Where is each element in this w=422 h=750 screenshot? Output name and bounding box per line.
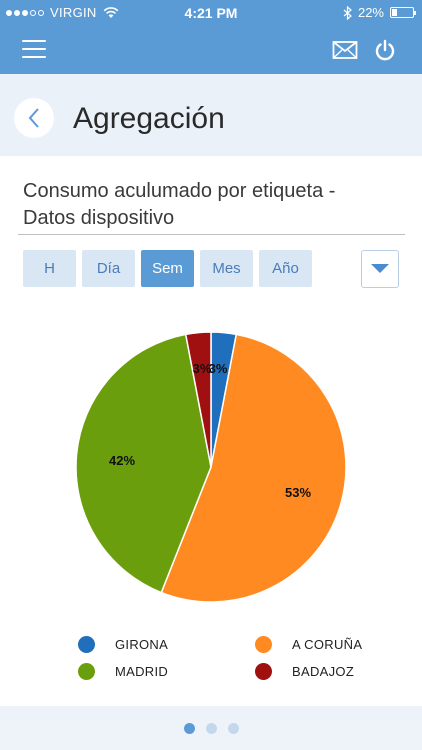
divider xyxy=(18,234,405,235)
pie-label-madrid: 42% xyxy=(109,453,135,468)
pie-label-girona: 3% xyxy=(209,361,228,376)
wifi-icon xyxy=(103,6,118,18)
status-left: VIRGIN xyxy=(6,5,119,20)
legend-label: MADRID xyxy=(115,664,169,679)
legend-label: GIRONA xyxy=(115,637,169,652)
legend-item-girona: GIRONA xyxy=(78,636,168,653)
bluetooth-icon xyxy=(343,5,352,20)
back-button[interactable] xyxy=(14,98,54,138)
tab-day[interactable]: Día xyxy=(82,250,135,287)
page-header: Agregación xyxy=(0,74,422,156)
footer xyxy=(0,706,422,750)
nav-bar xyxy=(0,26,422,74)
page-dot-1[interactable] xyxy=(183,723,195,734)
legend-dot xyxy=(78,663,95,680)
battery-icon xyxy=(390,7,416,18)
battery-percent: 22% xyxy=(357,5,384,20)
signal-strength-icon xyxy=(6,9,44,16)
legend-item-a-coruna: A CORUÑA xyxy=(255,636,362,653)
legend-label: A CORUÑA xyxy=(292,637,363,652)
page-indicator xyxy=(0,723,422,734)
chart-legend: GIRONA A CORUÑA MADRID BADAJOZ xyxy=(0,630,422,690)
mail-icon[interactable] xyxy=(332,40,358,60)
page-dot-2[interactable] xyxy=(205,723,217,734)
carrier-name: VIRGIN xyxy=(50,5,97,20)
tab-month[interactable]: Mes xyxy=(200,250,253,287)
chevron-left-icon xyxy=(28,108,39,128)
legend-label: BADAJOZ xyxy=(292,664,355,679)
status-bar: VIRGIN 4:21 PM 22% xyxy=(0,0,422,26)
legend-dot xyxy=(255,663,272,680)
page-title: Agregación xyxy=(73,102,225,135)
hamburger-menu-icon[interactable] xyxy=(22,40,46,60)
tab-week[interactable]: Sem xyxy=(141,250,194,287)
power-icon[interactable] xyxy=(374,39,396,61)
pie-label-badajoz: 3% xyxy=(193,361,212,376)
legend-dot xyxy=(255,636,272,653)
page-dot-3[interactable] xyxy=(227,723,239,734)
triangle-down-icon xyxy=(371,264,389,273)
legend-item-madrid: MADRID xyxy=(78,663,168,680)
tab-year[interactable]: Año xyxy=(259,250,312,287)
options-dropdown-button[interactable] xyxy=(361,250,399,288)
pie-slice-madrid[interactable] xyxy=(75,333,212,594)
tab-hour[interactable]: H xyxy=(23,250,76,287)
legend-dot xyxy=(78,636,95,653)
status-right: 22% xyxy=(343,5,416,20)
pie-label-a-coru-a: 53% xyxy=(285,485,311,500)
chart-subtitle: Consumo aculumado por etiqueta - Datos d… xyxy=(23,180,336,229)
pie-slice-a-coru-a[interactable] xyxy=(160,333,347,603)
period-tabs: H Día Sem Mes Año xyxy=(23,250,312,287)
pie-slice-badajoz[interactable] xyxy=(184,331,212,468)
pie-chart: 3% 53% 42% 3% xyxy=(75,331,347,603)
legend-item-badajoz: BADAJOZ xyxy=(255,663,354,680)
